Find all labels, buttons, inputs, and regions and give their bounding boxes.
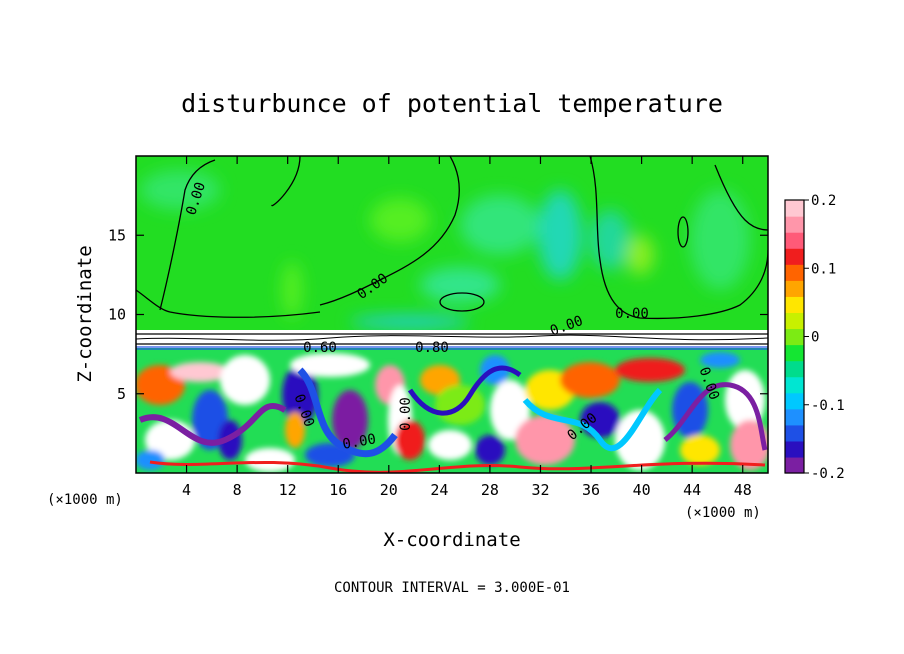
colorbar-tick-label: 0.2 xyxy=(811,193,836,209)
x-tick-label: 44 xyxy=(683,481,701,499)
colorbar-swatch xyxy=(785,360,804,378)
upper-layer-fill xyxy=(136,156,768,332)
y-unit-label: (×1000 m) xyxy=(47,492,123,508)
contour-label: 0.00 xyxy=(615,306,649,322)
y-tick-label: 5 xyxy=(117,385,126,403)
colorbar-swatch xyxy=(785,280,804,297)
colorbar-swatch xyxy=(785,424,804,442)
x-tick-label: 28 xyxy=(481,481,499,499)
x-tick-label: 4 xyxy=(182,481,191,499)
y-tick-label: 10 xyxy=(108,306,126,324)
contour-label: 0.00 xyxy=(398,397,414,431)
contour-interval-note: CONTOUR INTERVAL = 3.000E-01 xyxy=(334,580,570,596)
colorbar-swatch xyxy=(785,376,804,394)
upper-layer-anomalies xyxy=(140,170,750,328)
x-tick-label: 32 xyxy=(531,481,549,499)
x-tick-label: 16 xyxy=(329,481,347,499)
colorbar-tick-label: 0 xyxy=(811,330,819,346)
x-tick-label: 40 xyxy=(633,481,651,499)
colorbar-swatch xyxy=(785,200,804,217)
x-unit-label: (×1000 m) xyxy=(685,505,761,521)
x-tick-label: 12 xyxy=(279,481,297,499)
x-tick-label: 8 xyxy=(233,481,242,499)
colorbar-swatch xyxy=(785,312,804,330)
colorbar-swatch xyxy=(785,456,804,474)
colorbar: 0.2 0.1 0 -0.1 -0.2 xyxy=(784,193,845,482)
colorbar-swatch xyxy=(785,232,804,249)
colorbar-tick-label: -0.2 xyxy=(811,466,845,482)
colorbar-tick-label: -0.1 xyxy=(811,398,845,414)
colorbar-swatch xyxy=(785,344,804,362)
x-axis: 4 8 12 16 20 24 28 32 36 40 44 48 xyxy=(182,156,752,499)
colorbar-swatch xyxy=(785,328,804,346)
contour-lines xyxy=(136,156,768,320)
y-tick-label: 15 xyxy=(108,226,126,244)
x-axis-title: X-coordinate xyxy=(383,529,520,551)
chart-title: disturbunce of potential temperature xyxy=(181,89,723,118)
colorbar-swatch xyxy=(785,264,804,281)
colorbar-swatch xyxy=(785,440,804,458)
x-tick-label: 36 xyxy=(582,481,600,499)
colorbar-swatch xyxy=(785,408,804,426)
x-tick-label: 48 xyxy=(734,481,752,499)
lower-layer-blobs xyxy=(136,352,768,473)
colorbar-swatch xyxy=(785,216,804,233)
heatmap-field xyxy=(136,156,768,473)
contour-label: 0.80 xyxy=(415,340,449,356)
contour-label: 0.00 xyxy=(341,431,377,453)
y-axis-title: Z-coordinate xyxy=(74,245,96,382)
colorbar-tick-label: 0.1 xyxy=(811,261,836,277)
x-tick-label: 24 xyxy=(430,481,448,499)
colorbar-swatch xyxy=(785,296,804,314)
y-axis: 5 10 15 xyxy=(108,226,768,403)
colorbar-swatch xyxy=(785,392,804,410)
contour-label: 0.60 xyxy=(303,340,337,356)
x-tick-label: 20 xyxy=(380,481,398,499)
colorbar-swatch xyxy=(785,248,804,265)
